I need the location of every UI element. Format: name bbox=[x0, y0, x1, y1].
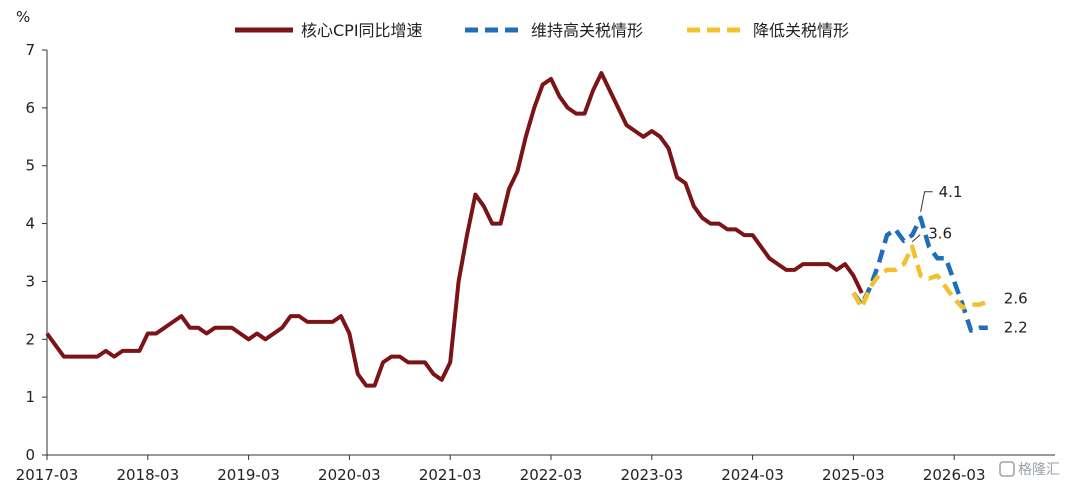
legend-label-1: 核心CPI同比增速 bbox=[301, 21, 423, 40]
x-tick-label: 2026-03 bbox=[923, 466, 986, 484]
x-tick-label: 2019-03 bbox=[217, 466, 280, 484]
y-tick-label: 2 bbox=[25, 330, 35, 348]
watermark-logo-icon bbox=[999, 461, 1015, 477]
x-tick-label: 2020-03 bbox=[318, 466, 381, 484]
annotation-label: 3.6 bbox=[928, 225, 952, 243]
watermark-text: 格隆汇 bbox=[1018, 462, 1060, 478]
annotations: 4.1 3.6 2.6 2.2 bbox=[911, 183, 1028, 337]
annotation-leader bbox=[920, 191, 933, 212]
x-tick-label: 2023-03 bbox=[620, 466, 683, 484]
y-tick-label: 6 bbox=[25, 99, 35, 117]
annotation-label: 4.1 bbox=[939, 183, 963, 201]
y-tick-label: 7 bbox=[25, 41, 35, 59]
legend-label-3: 降低关税情形 bbox=[753, 21, 849, 40]
annotation-label: 2.6 bbox=[1004, 290, 1028, 308]
x-tick-label: 2017-03 bbox=[16, 466, 79, 484]
series-line-3 bbox=[851, 244, 989, 310]
legend: 核心CPI同比增速 维持高关税情形 降低关税情形 bbox=[235, 21, 849, 40]
x-tick-label: 2018-03 bbox=[116, 466, 179, 484]
x-tick-label: 2022-03 bbox=[520, 466, 583, 484]
y-tick-label: 3 bbox=[25, 272, 35, 290]
y-tick-label: 1 bbox=[25, 388, 35, 406]
y-tick-label: 5 bbox=[25, 157, 35, 175]
series-layer bbox=[45, 71, 989, 388]
axes: 0 1 2 3 4 5 6 7 2017-03 2018-03 2019-03 2020-03 2021… bbox=[16, 41, 1055, 484]
watermark: 格隆汇 bbox=[999, 461, 1060, 478]
y-tick-label: 0 bbox=[25, 446, 35, 464]
y-tick-label: 4 bbox=[25, 215, 35, 233]
x-tick-label: 2021-03 bbox=[419, 466, 482, 484]
y-axis-unit: % bbox=[16, 8, 30, 26]
legend-label-2: 维持高关税情形 bbox=[531, 21, 643, 40]
x-tick-label: 2025-03 bbox=[822, 466, 885, 484]
annotation-label: 2.2 bbox=[1004, 319, 1028, 337]
annotation-leader bbox=[911, 234, 921, 243]
x-tick-label: 2024-03 bbox=[721, 466, 784, 484]
series-line-2 bbox=[851, 215, 988, 333]
series-line-1 bbox=[45, 71, 864, 388]
